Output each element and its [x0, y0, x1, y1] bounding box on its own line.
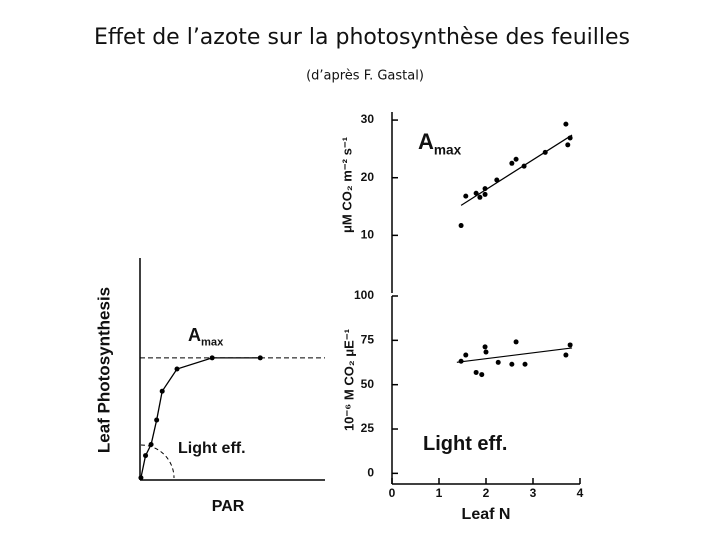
- data-point: [458, 223, 464, 229]
- x-tick-label: 4: [577, 486, 584, 500]
- annotation-text: Light eff.: [178, 440, 246, 457]
- fit-line: [456, 347, 573, 363]
- data-point: [563, 121, 569, 127]
- data-point: [509, 160, 515, 166]
- annotation: Light eff.: [178, 440, 246, 457]
- data-point: [477, 194, 483, 200]
- data-point: [138, 475, 144, 481]
- data-point: [148, 441, 154, 447]
- data-point: [483, 349, 489, 355]
- data-point: [458, 358, 464, 364]
- x-axis-label: PAR: [212, 498, 245, 515]
- x-tick-label: 1: [436, 486, 443, 500]
- data-point: [463, 352, 469, 358]
- x-tick-label: 0: [389, 486, 396, 500]
- y-tick-label: 10: [361, 228, 375, 242]
- annotation: Light eff.: [423, 433, 507, 455]
- data-point: [482, 191, 488, 197]
- annotation: Amax: [188, 325, 224, 349]
- annotation-text: Light eff.: [423, 433, 507, 455]
- data-point: [494, 177, 500, 183]
- x-tick-label: 3: [530, 486, 537, 500]
- data-point: [522, 361, 528, 367]
- y-tick-label: 0: [367, 466, 374, 480]
- data-point: [567, 342, 573, 348]
- data-point: [257, 355, 263, 361]
- data-point: [482, 344, 488, 350]
- data-point: [565, 142, 571, 148]
- data-point: [154, 417, 160, 423]
- data-point: [479, 372, 485, 378]
- data-point: [174, 366, 180, 372]
- fit-line: [460, 134, 573, 206]
- y-tick-label: 75: [361, 333, 375, 347]
- data-point: [567, 135, 573, 141]
- y-axis-label: μM CO₂ m⁻² s⁻¹: [339, 137, 354, 233]
- curve: [140, 357, 261, 478]
- x-axis-label: Leaf N: [462, 506, 511, 523]
- data-point: [563, 352, 569, 358]
- data-point: [482, 186, 488, 192]
- y-tick-label: 100: [354, 288, 374, 302]
- annotation-text: A: [188, 325, 201, 345]
- x-tick-label: 2: [483, 486, 490, 500]
- data-point: [495, 359, 501, 365]
- data-point: [521, 163, 527, 169]
- y-tick-label: 20: [361, 170, 375, 184]
- data-point: [159, 388, 165, 394]
- y-tick-label: 30: [361, 112, 375, 126]
- data-point: [513, 156, 519, 162]
- slide-title: Effet de l’azote sur la photosynthèse de…: [94, 25, 630, 50]
- annotation: Amax: [418, 129, 462, 157]
- data-point: [513, 339, 519, 345]
- annotation-text: A: [418, 129, 434, 154]
- data-point: [209, 355, 215, 361]
- y-tick-label: 50: [361, 377, 375, 391]
- data-point: [143, 453, 149, 459]
- annotation-subscript: max: [434, 142, 462, 157]
- data-point: [463, 193, 469, 199]
- light-eff-arc: [140, 444, 175, 479]
- data-point: [473, 369, 479, 375]
- slide-subtitle: (d’après F. Gastal): [306, 69, 424, 84]
- data-point: [509, 361, 515, 367]
- data-point: [473, 190, 479, 196]
- data-point: [542, 149, 548, 155]
- annotation-subscript: max: [201, 336, 224, 348]
- y-axis-label: 10⁻⁶ M CO₂ μE⁻¹: [341, 329, 356, 431]
- y-axis-label: Leaf Photosynthesis: [94, 287, 113, 453]
- y-tick-label: 25: [361, 421, 375, 435]
